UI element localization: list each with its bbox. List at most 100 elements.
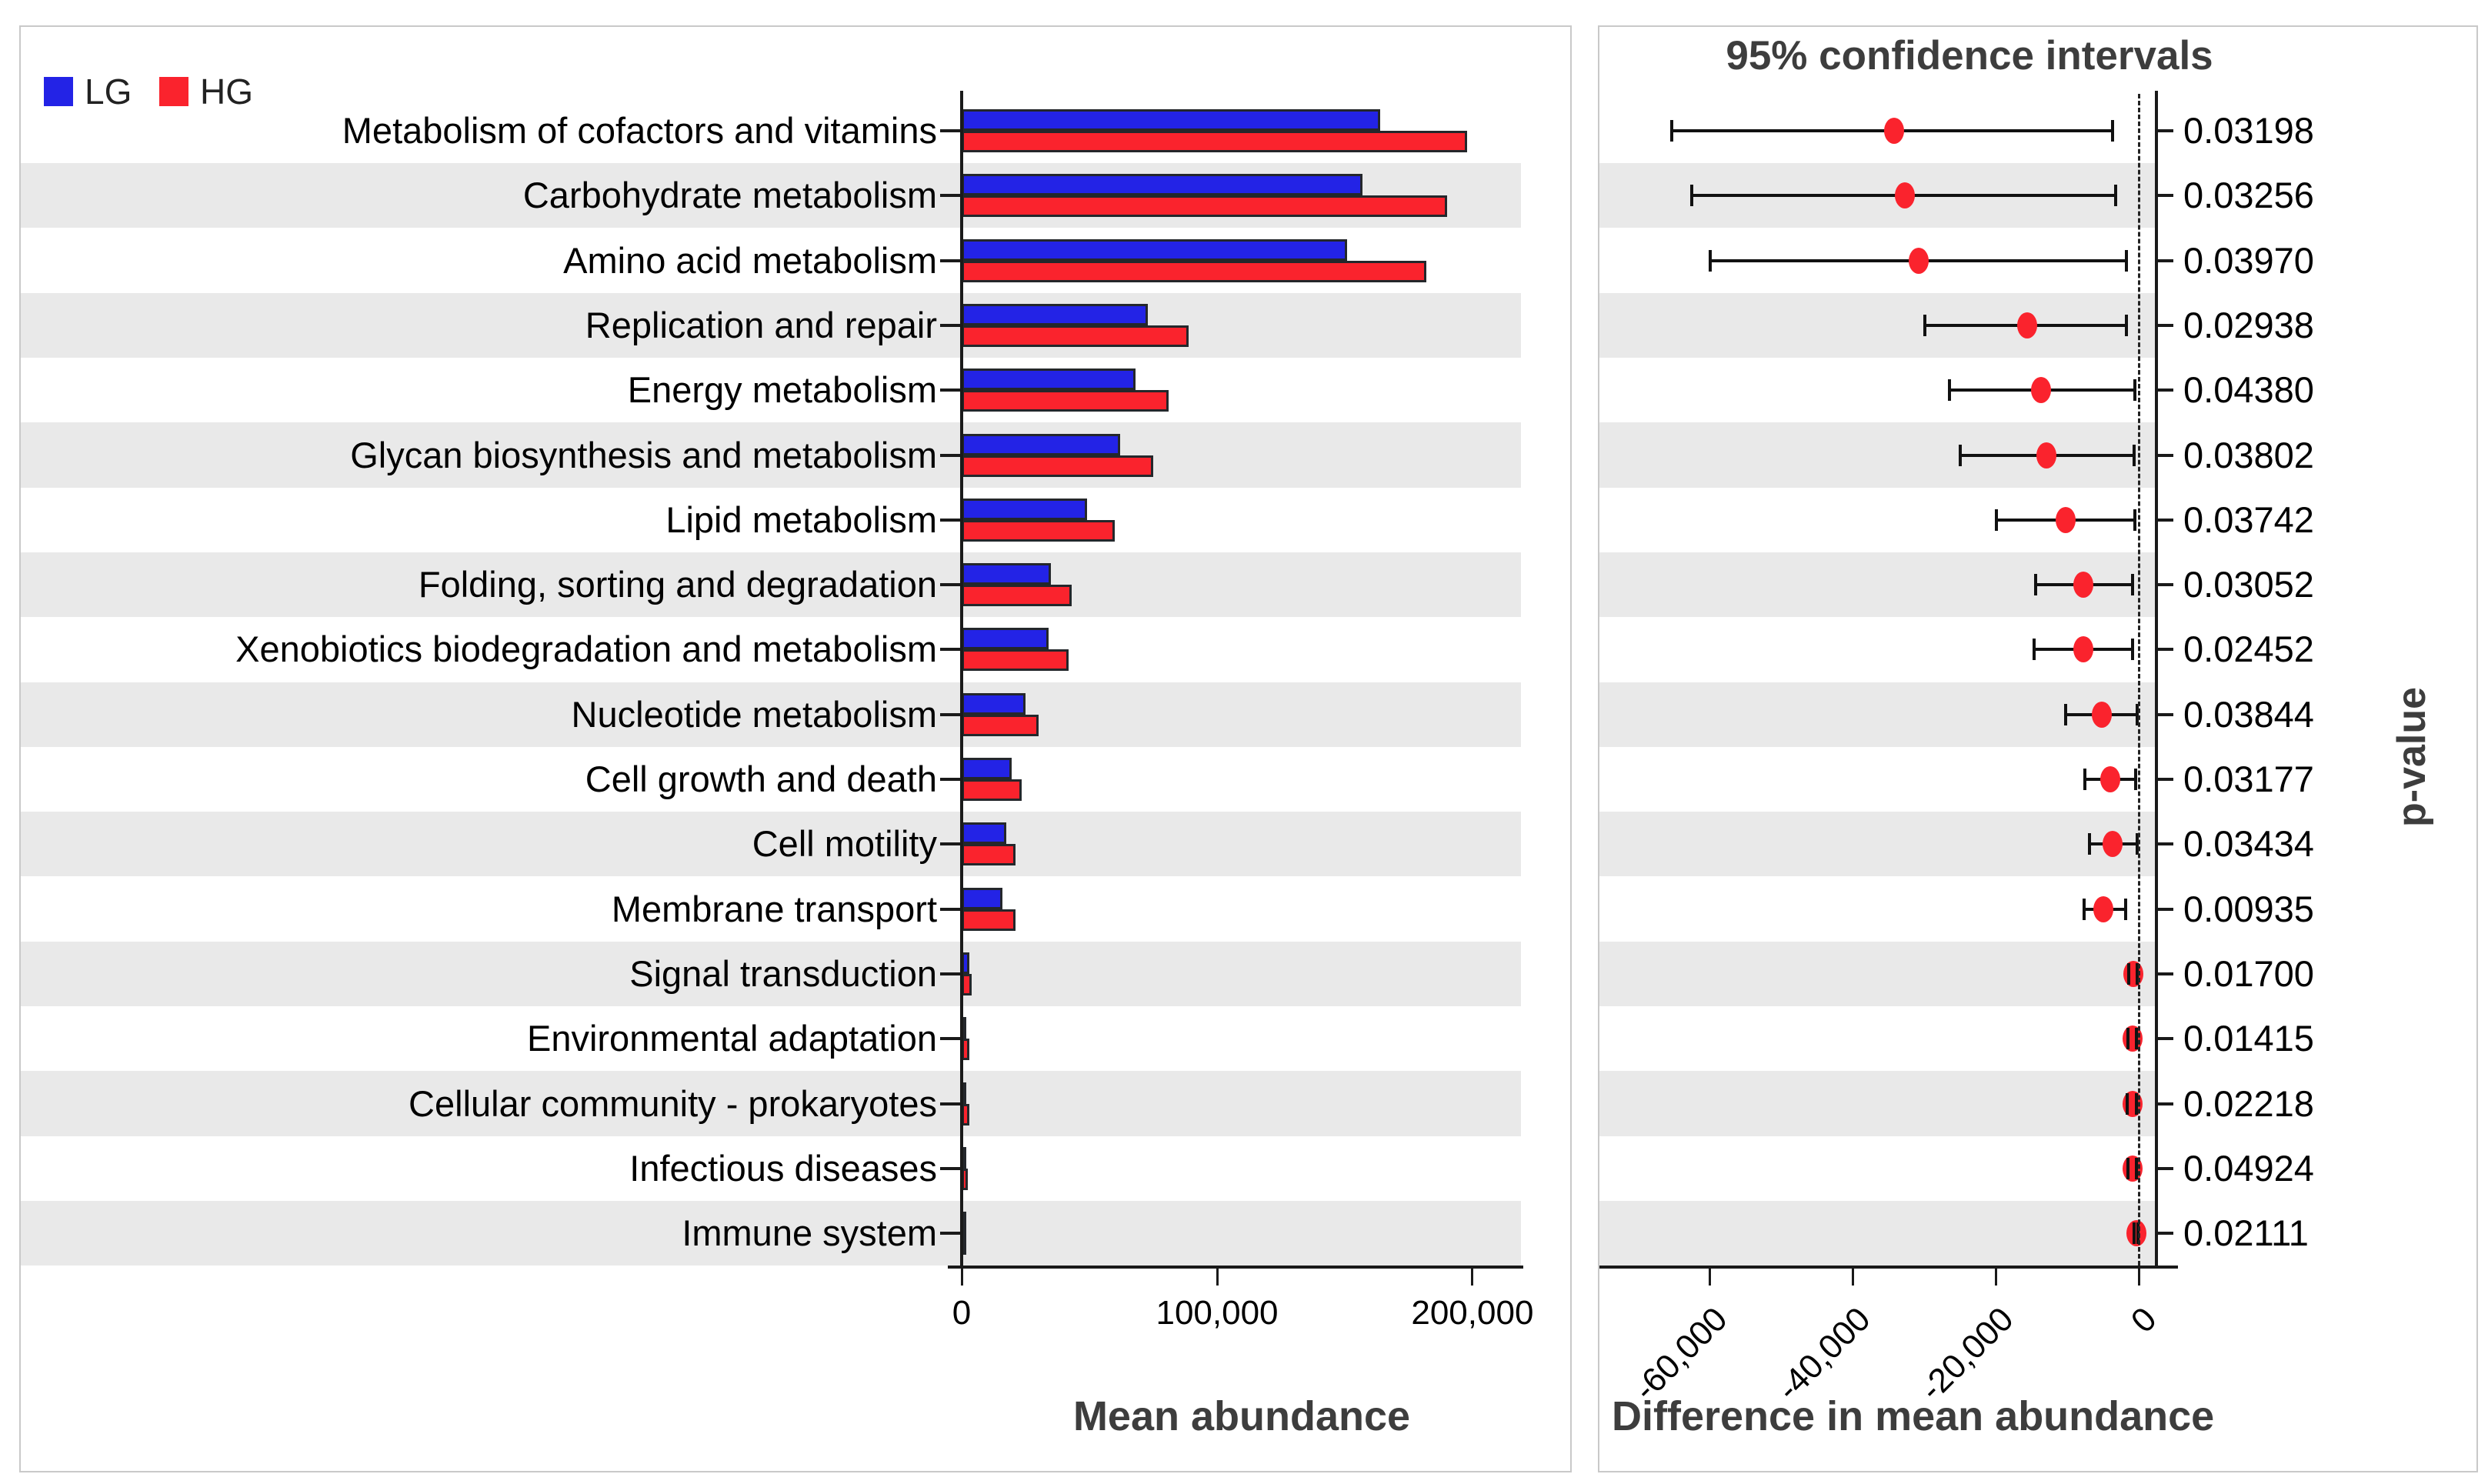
hg-bar [962,779,1022,801]
p-value-tick [2156,258,2173,262]
lg-bar [962,238,1348,261]
left-x-axis [948,1266,1523,1269]
row-tick [940,258,962,262]
p-value-label: 0.01700 [2183,952,2314,994]
p-value-tick [2156,194,2173,198]
ci-cap-low [2034,574,2038,596]
lg-bar [962,368,1136,391]
right-y-axis [2155,91,2158,1269]
hg-bar [962,390,1169,412]
ci-cap-low [1947,379,1951,402]
left-x-tick-label: 100,000 [1156,1294,1279,1332]
ci-cap-high [2132,444,2136,466]
hg-bar [962,260,1427,282]
category-label: Carbohydrate metabolism [522,175,937,216]
p-value-tick [2156,907,2173,911]
p-value-tick [2156,323,2173,327]
left-x-axis-title: Mean abundance [1072,1393,1411,1439]
hg-bar [962,519,1116,542]
row-stripe-left [21,292,1521,358]
category-label: Lipid metabolism [665,499,937,540]
p-value-tick [2156,1102,2173,1105]
category-label: Cell motility [752,823,937,865]
p-value-label: 0.03256 [2183,175,2314,216]
row-tick [940,648,962,652]
row-stripe-right [1599,682,2156,747]
p-value-label: 0.03434 [2183,823,2314,865]
right-x-axis-title: Difference in mean abundance [1612,1393,2215,1439]
p-value-tick [2156,453,2173,457]
ci-dot [1894,182,1915,209]
lg-bar [962,174,1363,196]
row-tick [940,1102,962,1105]
row-tick [940,583,962,587]
ci-cap-high [2130,574,2134,596]
left-x-tick [1216,1269,1219,1286]
hg-bar [962,195,1447,218]
ci-cap-low [2083,769,2087,790]
ci-cap-high [2135,1028,2139,1050]
right-x-axis [1599,1266,2178,1269]
row-tick [940,389,962,392]
ci-dot [2091,701,2112,728]
p-value-label: 0.02938 [2183,304,2314,345]
lg-bar [962,498,1087,520]
ci-cap-high [2125,314,2129,336]
row-stripe-left [21,682,1521,747]
ci-cap-high [2136,833,2139,855]
p-value-label: 0.03970 [2183,239,2314,281]
p-value-label: 0.01415 [2183,1018,2314,1059]
category-label: Nucleotide metabolism [571,693,937,735]
hg-bar [962,325,1189,347]
lg-bar [962,109,1381,131]
hg-bar [962,585,1072,607]
ci-dot [2036,442,2056,469]
p-value-label: 0.02111 [2183,1212,2309,1254]
ci-dot [2099,766,2120,792]
p-value-tick [2156,389,2173,392]
ci-dot [1883,118,1904,144]
ci-cap-high [2136,962,2139,985]
row-tick [940,1166,962,1170]
legend-hg-label: HG [200,72,253,112]
ci-dot [1908,247,1929,274]
p-value-tick [2156,778,2173,781]
p-value-label: 0.03802 [2183,434,2314,475]
row-stripe-right [1599,1200,2156,1266]
ci-cap-high [2134,769,2138,790]
ci-dot [2030,377,2051,404]
category-label: Membrane transport [611,888,937,929]
row-tick [940,129,962,132]
lg-bar [962,433,1120,455]
ci-cap-low [2126,1092,2129,1115]
row-tick [940,907,962,911]
p-value-label: 0.03177 [2183,759,2314,799]
p-value-label: 0.03198 [2183,110,2314,151]
right-x-tick [1994,1269,1997,1286]
ci-cap-high [2110,120,2114,142]
p-value-tick [2156,1037,2173,1041]
p-value-label: 0.03844 [2183,693,2314,735]
lg-bar [962,758,1012,779]
row-tick [940,972,962,975]
ci-cap-low [1689,185,1693,207]
ci-cap-high [2135,1092,2139,1115]
row-stripe-right [1599,941,2156,1006]
ci-cap-low [1959,444,1963,466]
p-value-tick [2156,712,2173,716]
category-label: Immune system [682,1212,937,1254]
ci-cap-low [2083,898,2086,920]
row-tick [940,453,962,457]
ci-dot [2073,636,2093,663]
category-label: Energy metabolism [627,369,937,411]
ci-cap-low [1669,120,1673,142]
left-y-axis [960,91,963,1269]
ci-cap-low [1923,314,1926,336]
row-tick [940,712,962,716]
legend-lg-swatch [44,77,73,106]
category-label: Glycan biosynthesis and metabolism [350,434,937,475]
hg-bar [962,909,1016,931]
left-x-tick-label: 200,000 [1411,1294,1534,1332]
right-x-tick [1708,1269,1711,1286]
p-value-tick [2156,972,2173,975]
